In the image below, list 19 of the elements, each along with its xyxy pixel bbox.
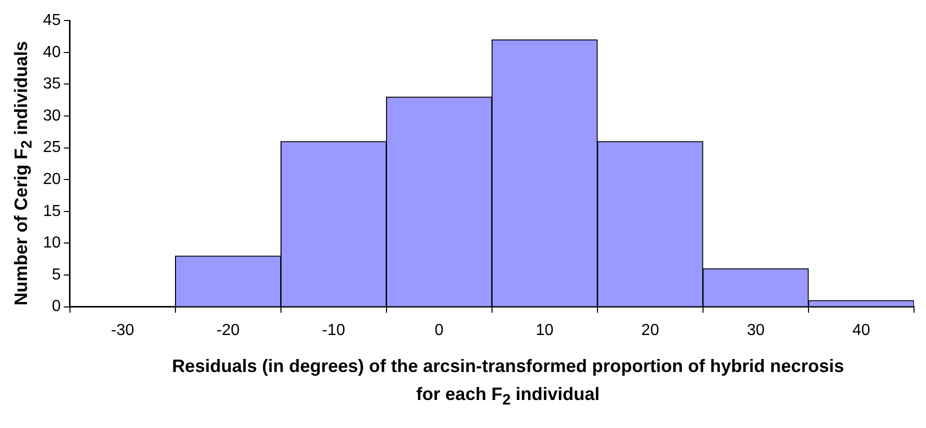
y-tick-label: 0 — [52, 298, 61, 316]
x-tick-label: 10 — [536, 322, 554, 339]
y-tick-label: 10 — [43, 234, 61, 252]
y-tick-label: 45 — [43, 12, 61, 30]
x-tick-label: -30 — [110, 322, 134, 339]
x-axis-title: Residuals (in degrees) of the arcsin-transformed proportion of hybrid necrosis for each F$_{2}$ individual — [170, 355, 846, 411]
x-tick-label: -20 — [216, 322, 240, 339]
y-tick-label: 20 — [43, 171, 61, 188]
x-tick-label: 40 — [852, 322, 870, 339]
x-tick-label: 30 — [746, 322, 765, 339]
y-tick-label: 40 — [43, 44, 61, 61]
y-tick-label: 35 — [43, 76, 61, 93]
x-tick-label: -10 — [322, 322, 346, 339]
x-tick-label: 20 — [641, 322, 660, 339]
y-tick-label: 5 — [52, 266, 61, 284]
x-tick-label: 0 — [434, 322, 444, 339]
y-tick-label: 30 — [43, 107, 61, 124]
y-tick-label: 15 — [43, 202, 61, 220]
y-tick-label: 25 — [43, 139, 61, 156]
